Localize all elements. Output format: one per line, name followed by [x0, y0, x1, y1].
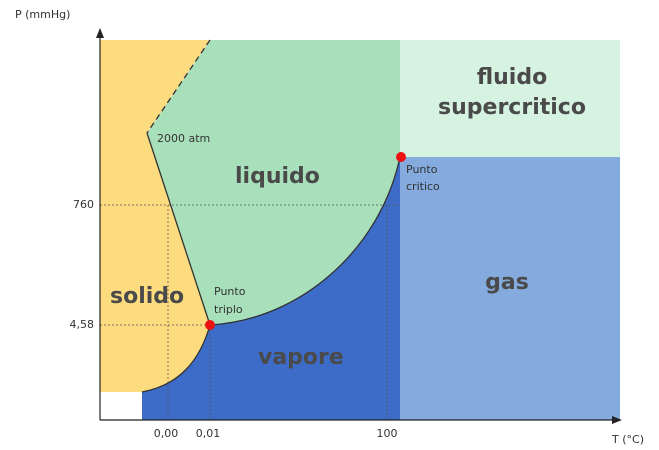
region-label: fluido — [477, 65, 547, 90]
y-tick-label: 760 — [73, 198, 94, 211]
region-label: gas — [485, 270, 529, 295]
y-arrow — [96, 28, 104, 38]
region-label: vapore — [258, 345, 344, 370]
gas-region — [400, 157, 620, 420]
annotation: Punto — [406, 163, 438, 176]
x-tick-label: 0,01 — [196, 427, 221, 440]
solid-vapor-boundary — [141, 324, 211, 393]
liquid-vapor-boundary — [209, 156, 401, 326]
annotation: 2000 atm — [157, 132, 210, 145]
supercritical-region — [400, 40, 620, 157]
y-axis-label: P (mmHg) — [15, 8, 70, 21]
x-arrow — [612, 416, 622, 424]
solid-region — [100, 40, 210, 392]
region-label: liquido — [235, 164, 320, 189]
y-tick-label: 4,58 — [70, 318, 95, 331]
x-tick-label: 0,00 — [154, 427, 179, 440]
solid-liquid-boundary — [146, 132, 211, 326]
annotation: critico — [406, 180, 440, 193]
region-label: solido — [110, 284, 184, 309]
annotation: triplo — [214, 303, 243, 316]
dashed-boundary — [146, 39, 211, 134]
x-tick-label: 100 — [377, 427, 398, 440]
annotation: Punto — [214, 285, 246, 298]
triple-point — [205, 320, 215, 330]
vapor-region — [142, 157, 400, 420]
region-label: supercritico — [438, 95, 586, 120]
critical-point — [396, 152, 406, 162]
liquid-region — [147, 40, 400, 325]
x-axis-label: T (°C) — [611, 433, 644, 446]
